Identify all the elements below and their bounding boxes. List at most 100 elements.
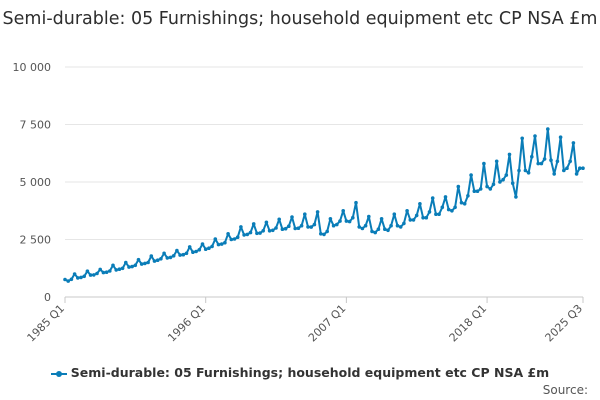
data-point[interactable]	[235, 235, 240, 239]
data-point[interactable]	[290, 215, 294, 219]
data-point[interactable]	[184, 251, 189, 256]
data-point[interactable]	[287, 224, 291, 228]
data-point[interactable]	[443, 195, 448, 199]
data-point[interactable]	[383, 227, 387, 231]
data-point[interactable]	[542, 157, 547, 161]
data-point[interactable]	[411, 218, 416, 222]
data-point[interactable]	[114, 268, 118, 272]
data-point[interactable]	[367, 214, 371, 219]
data-point[interactable]	[219, 242, 224, 246]
data-point[interactable]	[469, 173, 473, 177]
data-point[interactable]	[181, 252, 186, 257]
data-point[interactable]	[232, 237, 237, 241]
data-point[interactable]	[392, 212, 397, 216]
data-point[interactable]	[510, 181, 515, 185]
data-point[interactable]	[331, 223, 336, 228]
data-point[interactable]	[328, 217, 333, 221]
series-group[interactable]	[63, 127, 585, 283]
data-point[interactable]	[200, 242, 205, 246]
data-point[interactable]	[370, 229, 374, 234]
data-point[interactable]	[351, 215, 355, 220]
data-point[interactable]	[104, 270, 109, 275]
series-line[interactable]	[64, 128, 583, 283]
data-point[interactable]	[264, 220, 269, 225]
data-point[interactable]	[76, 276, 80, 280]
data-point[interactable]	[418, 202, 422, 206]
data-point[interactable]	[261, 229, 266, 233]
data-point[interactable]	[108, 269, 112, 273]
data-point[interactable]	[277, 217, 282, 222]
data-point[interactable]	[168, 255, 173, 260]
data-point[interactable]	[255, 231, 259, 236]
data-point[interactable]	[248, 230, 253, 235]
data-point[interactable]	[373, 230, 378, 235]
data-point[interactable]	[574, 172, 579, 176]
data-point[interactable]	[488, 187, 493, 191]
data-point[interactable]	[303, 212, 307, 216]
data-point[interactable]	[319, 232, 323, 236]
data-point[interactable]	[223, 240, 227, 245]
data-point[interactable]	[178, 253, 182, 257]
data-point[interactable]	[143, 261, 147, 266]
data-point[interactable]	[440, 205, 445, 210]
legend[interactable]: Semi-durable: 05 Furnishings; household …	[0, 365, 600, 380]
data-point[interactable]	[520, 136, 524, 141]
data-point[interactable]	[88, 273, 93, 277]
data-point[interactable]	[507, 152, 512, 157]
data-point[interactable]	[92, 273, 96, 277]
data-point[interactable]	[344, 219, 349, 223]
data-point[interactable]	[376, 227, 381, 231]
data-point[interactable]	[165, 256, 170, 260]
data-point[interactable]	[293, 226, 298, 231]
data-point[interactable]	[494, 159, 499, 164]
data-point[interactable]	[207, 246, 211, 250]
data-point[interactable]	[549, 158, 553, 162]
data-point[interactable]	[427, 210, 432, 214]
data-point[interactable]	[498, 180, 502, 184]
data-point[interactable]	[69, 277, 74, 282]
data-point[interactable]	[117, 267, 122, 272]
data-point[interactable]	[175, 248, 179, 253]
data-point[interactable]	[203, 247, 208, 251]
data-point[interactable]	[437, 212, 441, 216]
data-point[interactable]	[446, 207, 451, 212]
data-point[interactable]	[120, 266, 125, 271]
data-point[interactable]	[309, 225, 314, 229]
data-point[interactable]	[456, 184, 461, 189]
data-point[interactable]	[430, 196, 435, 200]
data-point[interactable]	[466, 194, 470, 198]
data-point[interactable]	[136, 257, 141, 262]
data-point[interactable]	[296, 226, 301, 230]
data-point[interactable]	[571, 141, 576, 145]
data-point[interactable]	[258, 231, 262, 235]
data-point[interactable]	[450, 209, 454, 213]
data-point[interactable]	[552, 172, 556, 176]
data-point[interactable]	[459, 200, 464, 205]
data-point[interactable]	[421, 215, 425, 220]
data-point[interactable]	[133, 263, 138, 268]
data-point[interactable]	[462, 202, 467, 206]
data-point[interactable]	[306, 225, 310, 229]
data-point[interactable]	[453, 205, 457, 210]
data-point[interactable]	[482, 161, 486, 166]
data-point[interactable]	[82, 274, 86, 279]
data-point[interactable]	[210, 244, 214, 249]
data-point[interactable]	[98, 267, 102, 272]
data-point[interactable]	[546, 127, 550, 131]
data-point[interactable]	[216, 242, 221, 247]
data-point[interactable]	[523, 168, 528, 173]
data-point[interactable]	[504, 173, 509, 177]
data-point[interactable]	[341, 209, 346, 213]
data-point[interactable]	[533, 134, 537, 138]
data-point[interactable]	[251, 222, 256, 226]
data-point[interactable]	[530, 154, 534, 159]
data-point[interactable]	[267, 229, 272, 233]
data-point[interactable]	[130, 264, 134, 269]
data-point[interactable]	[155, 258, 160, 263]
data-point[interactable]	[389, 223, 393, 228]
data-point[interactable]	[101, 270, 106, 275]
data-point[interactable]	[555, 159, 560, 164]
data-point[interactable]	[159, 257, 163, 261]
data-point[interactable]	[395, 223, 400, 228]
data-point[interactable]	[379, 217, 384, 221]
